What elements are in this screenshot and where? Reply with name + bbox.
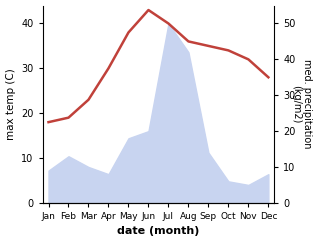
Y-axis label: max temp (C): max temp (C) (5, 68, 16, 140)
X-axis label: date (month): date (month) (117, 227, 200, 236)
Y-axis label: med. precipitation
(kg/m2): med. precipitation (kg/m2) (291, 60, 313, 149)
